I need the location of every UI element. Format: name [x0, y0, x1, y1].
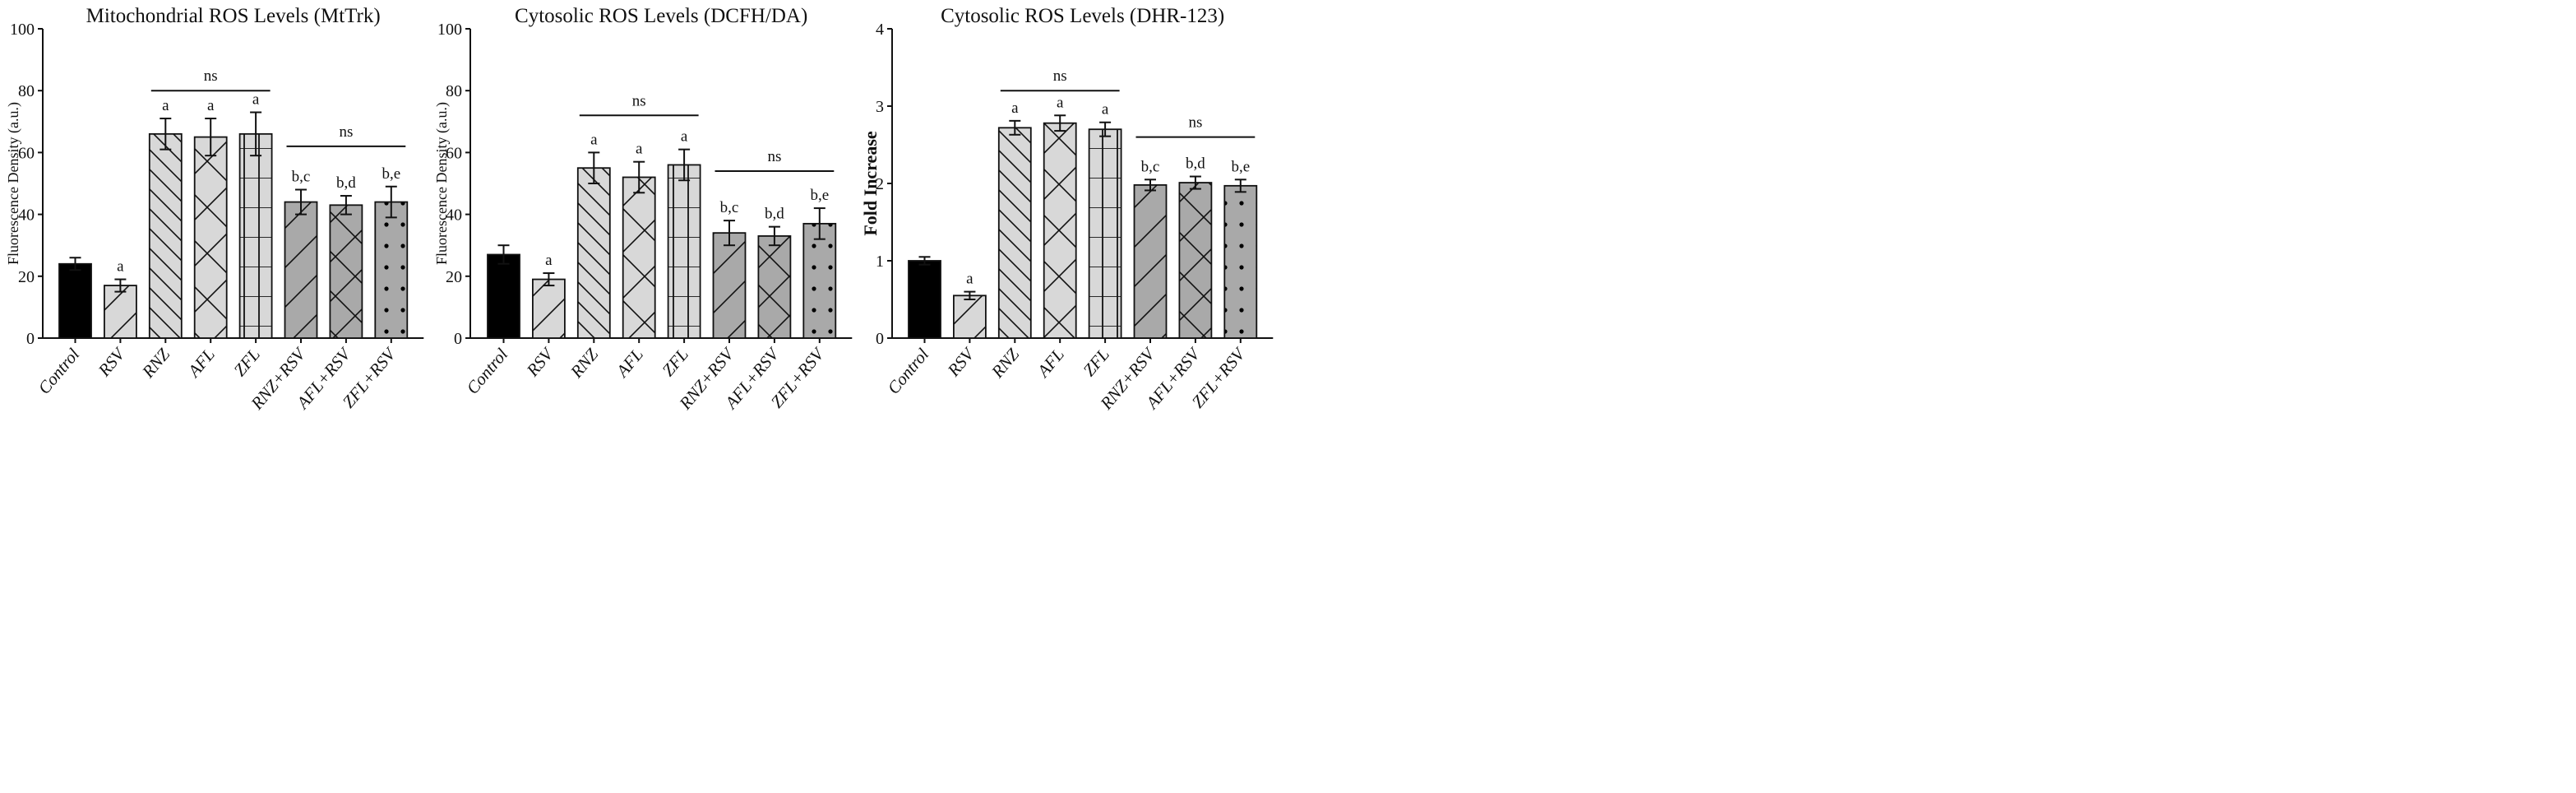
bar-zfl-plus-rsv: [374, 201, 409, 339]
bar-zfl: [667, 164, 701, 339]
bar-zfl-plus-rsv: [802, 222, 837, 339]
bar-control: [58, 262, 92, 339]
chart-panel-1: Mitochondrial ROS Levels (MtTrk) Fluoresc…: [5, 5, 424, 414]
y-tick-label: 20: [446, 268, 462, 286]
significance-label: a: [966, 271, 974, 288]
significance-label: a: [207, 97, 215, 114]
x-tick-label: RSV: [522, 343, 558, 381]
y-tick-label: 100: [10, 21, 35, 39]
x-tick-label: AFL: [183, 345, 219, 383]
x-tick-label: Control: [462, 345, 511, 398]
bar-afl-plus-rsv: [1178, 182, 1213, 339]
significance-label: a: [1011, 100, 1019, 117]
bar-rnz-plus-rsv: [284, 201, 318, 339]
x-tick-label: RNZ: [566, 345, 602, 383]
chart-panel-3: Cytosolic ROS Levels (DHR-123) Fold Incre…: [860, 5, 1274, 414]
y-axis-label: Fluorescence Density (a.u.): [5, 102, 22, 265]
x-tick-label: RSV: [94, 343, 130, 381]
chart-title: Cytosolic ROS Levels (DHR-123): [941, 5, 1224, 27]
y-axis-label: Fluorescence Density (a.u.): [433, 102, 451, 265]
y-tick-label: 3: [876, 98, 884, 116]
significance-label: b,d: [765, 206, 784, 223]
y-tick-label: 60: [446, 144, 462, 162]
y-tick-label: 80: [18, 82, 35, 100]
bar-rnz: [148, 132, 183, 339]
x-tick-label: ZFL: [1079, 345, 1113, 380]
significance-label: b,d: [1186, 155, 1205, 173]
y-tick-label: 20: [18, 268, 35, 286]
significance-label: a: [681, 128, 688, 146]
bar-rnz-plus-rsv: [1133, 183, 1168, 339]
significance-label: b,e: [810, 187, 829, 204]
bar-rsv: [104, 285, 137, 339]
ns-bracket-label: ns: [339, 123, 353, 141]
significance-label: a: [117, 258, 124, 276]
bar-zfl: [1088, 128, 1122, 339]
bar-zfl-plus-rsv: [1223, 184, 1258, 339]
significance-label: a: [252, 91, 260, 109]
significance-label: b,c: [1141, 158, 1160, 175]
bar-afl: [1043, 122, 1077, 339]
y-tick-label: 0: [454, 330, 462, 348]
x-tick-label: RNZ: [987, 345, 1023, 383]
significance-label: a: [636, 141, 643, 158]
x-tick-label: AFL: [1032, 345, 1068, 383]
significance-label: a: [1057, 94, 1064, 111]
bar-rnz: [997, 127, 1032, 339]
y-tick-label: 60: [18, 144, 35, 162]
y-tick-label: 0: [26, 330, 35, 348]
significance-label: b,e: [382, 165, 400, 183]
x-tick-label: Control: [883, 345, 932, 398]
x-tick-label: RNZ: [137, 345, 173, 383]
y-tick-label: 1: [876, 253, 884, 271]
x-tick-label: AFL: [611, 345, 647, 383]
ns-bracket-label: ns: [204, 67, 218, 85]
ns-bracket-label: ns: [632, 92, 646, 109]
y-tick-label: 2: [876, 175, 884, 193]
bar-control: [908, 260, 941, 339]
bar-rsv: [532, 278, 566, 339]
bar-rnz: [576, 167, 611, 339]
y-tick-label: 100: [437, 21, 462, 39]
bar-rsv: [953, 294, 987, 339]
bar-afl: [622, 176, 656, 339]
y-tick-label: 40: [18, 206, 35, 225]
bar-rnz-plus-rsv: [712, 232, 747, 339]
significance-label: b,e: [1231, 158, 1250, 175]
ns-bracket-label: ns: [1053, 67, 1067, 85]
significance-label: b,c: [292, 169, 311, 186]
significance-label: a: [1102, 101, 1109, 118]
y-tick-label: 40: [446, 206, 462, 225]
bar-afl: [193, 136, 228, 339]
y-tick-label: 0: [876, 330, 884, 348]
chart-title: Cytosolic ROS Levels (DCFH/DA): [515, 5, 807, 27]
significance-label: b,d: [336, 174, 356, 192]
significance-label: a: [162, 97, 169, 114]
bar-afl-plus-rsv: [329, 204, 363, 339]
chart-title: Mitochondrial ROS Levels (MtTrk): [86, 5, 381, 27]
bar-zfl: [238, 132, 273, 339]
significance-label: a: [590, 131, 598, 148]
x-tick-label: ZFL: [229, 345, 264, 380]
x-tick-label: RSV: [943, 343, 979, 381]
x-tick-label: ZFL: [658, 345, 692, 380]
significance-label: a: [545, 252, 553, 269]
y-axis-label: Fold Increase: [860, 131, 881, 236]
y-tick-label: 80: [446, 82, 462, 100]
y-tick-label: 4: [876, 21, 884, 39]
significance-label: b,c: [720, 199, 739, 216]
bar-control: [487, 253, 520, 339]
chart-panel-2: Cytosolic ROS Levels (DCFH/DA) Fluorescen…: [433, 5, 853, 414]
x-tick-label: Control: [34, 345, 83, 398]
ns-bracket-label: ns: [1188, 114, 1202, 132]
bar-afl-plus-rsv: [757, 235, 792, 339]
ns-bracket-label: ns: [767, 148, 781, 165]
